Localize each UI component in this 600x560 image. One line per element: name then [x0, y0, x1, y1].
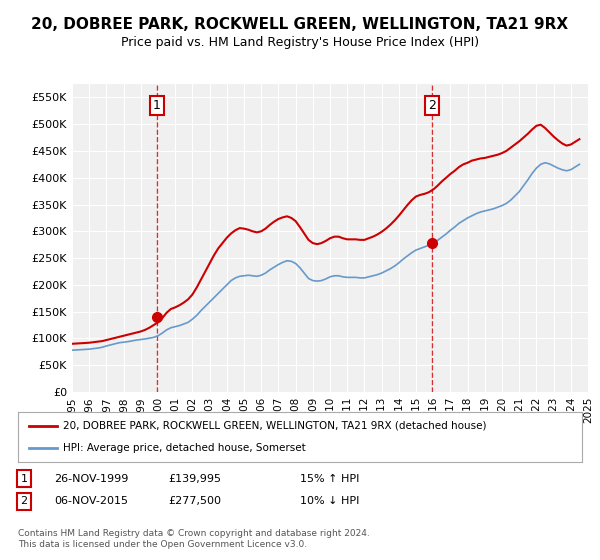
Text: £139,995: £139,995	[168, 474, 221, 484]
Text: 1: 1	[152, 99, 161, 112]
Text: 15% ↑ HPI: 15% ↑ HPI	[300, 474, 359, 484]
Text: 20, DOBREE PARK, ROCKWELL GREEN, WELLINGTON, TA21 9RX: 20, DOBREE PARK, ROCKWELL GREEN, WELLING…	[31, 17, 569, 32]
Text: 2: 2	[428, 99, 436, 112]
Text: 26-NOV-1999: 26-NOV-1999	[54, 474, 128, 484]
Text: Price paid vs. HM Land Registry's House Price Index (HPI): Price paid vs. HM Land Registry's House …	[121, 36, 479, 49]
Text: 06-NOV-2015: 06-NOV-2015	[54, 496, 128, 506]
Text: £277,500: £277,500	[168, 496, 221, 506]
Text: 10% ↓ HPI: 10% ↓ HPI	[300, 496, 359, 506]
Text: HPI: Average price, detached house, Somerset: HPI: Average price, detached house, Some…	[63, 443, 306, 453]
Text: 1: 1	[20, 474, 28, 484]
Text: Contains HM Land Registry data © Crown copyright and database right 2024.
This d: Contains HM Land Registry data © Crown c…	[18, 529, 370, 549]
Text: 20, DOBREE PARK, ROCKWELL GREEN, WELLINGTON, TA21 9RX (detached house): 20, DOBREE PARK, ROCKWELL GREEN, WELLING…	[63, 421, 487, 431]
Text: 2: 2	[20, 496, 28, 506]
